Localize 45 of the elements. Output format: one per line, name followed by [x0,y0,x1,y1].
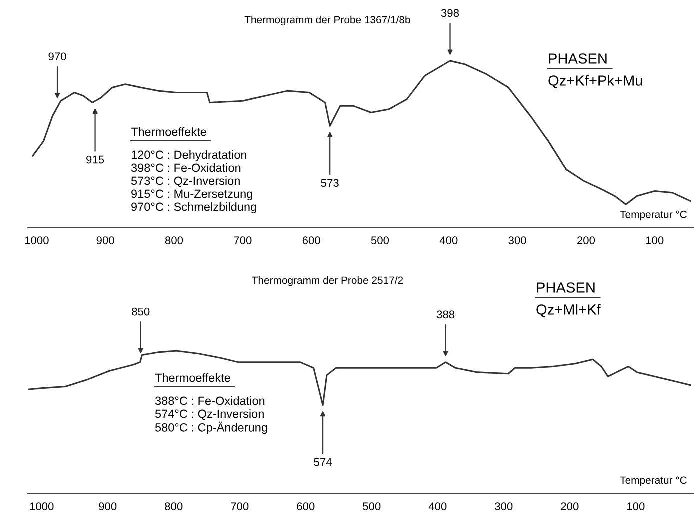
x-tick-label: 100 [627,502,645,510]
annotation: 915°C : Mu-Zersetzung [132,190,252,201]
annotation: 574 [314,458,332,466]
annotation: 580°C : Cp-Änderung [155,422,268,434]
x-tick-label: 200 [577,236,596,244]
annotation: PHASEN [549,54,607,64]
chart-title: Thermogramm der Probe 1367/1/8b [244,16,410,26]
text: PHASEN [537,282,595,293]
annotation: 398 [441,9,460,18]
annotation: 120°C : Dehydratation [132,150,247,162]
x-tick-label: 600 [302,236,320,244]
x-tick-label: 700 [231,502,249,510]
x-tick-label: 800 [165,236,184,244]
annotation: 573°C : Qz-Inversion [131,176,240,188]
x-axis-title: Temperatur °C [620,210,687,220]
x-tick-label: 600 [297,502,315,510]
x-tick-label: 500 [363,502,381,510]
x-tick-label: 500 [371,236,390,244]
annotation: 970 [48,52,66,61]
chart-title: Thermogramm der Probe 2517/2 [252,276,404,286]
x-axis-title: Temperatur °C [620,476,687,486]
x-tick-label: 900 [99,502,117,510]
annotation: Thermoeffekte [155,373,230,382]
x-tick-label: 900 [96,236,114,244]
annotation: 398°C : Fe-Oxidation [131,163,241,172]
annotation: Qz+Kf+Pk+Mu [548,75,642,89]
x-tick-label: 300 [508,236,526,244]
annotation: 850 [132,308,150,316]
x-tick-label: 800 [165,502,183,510]
annotation: 388°C : Fe-Oxidation [155,396,265,406]
x-tick-label: 1000 [25,236,49,244]
x-tick-label: 400 [440,236,458,244]
text: Qz+Ml+Kf [536,304,601,318]
annotation: Thermoeffekte [131,128,206,136]
x-tick-label: 1000 [30,502,54,510]
annotation: 915 [86,156,104,164]
x-tick-label: 700 [234,236,252,244]
x-tick-label: 100 [646,236,664,244]
annotation: 388 [436,310,455,319]
annotation: 573 [321,179,339,188]
x-tick-label: 300 [495,502,513,510]
x-tick-label: 200 [561,502,579,510]
annotation: 574°C : Qz-Inversion [155,409,264,420]
x-tick-label: 400 [428,502,447,510]
annotation: 970°C : Schmelzbildung [132,202,256,214]
